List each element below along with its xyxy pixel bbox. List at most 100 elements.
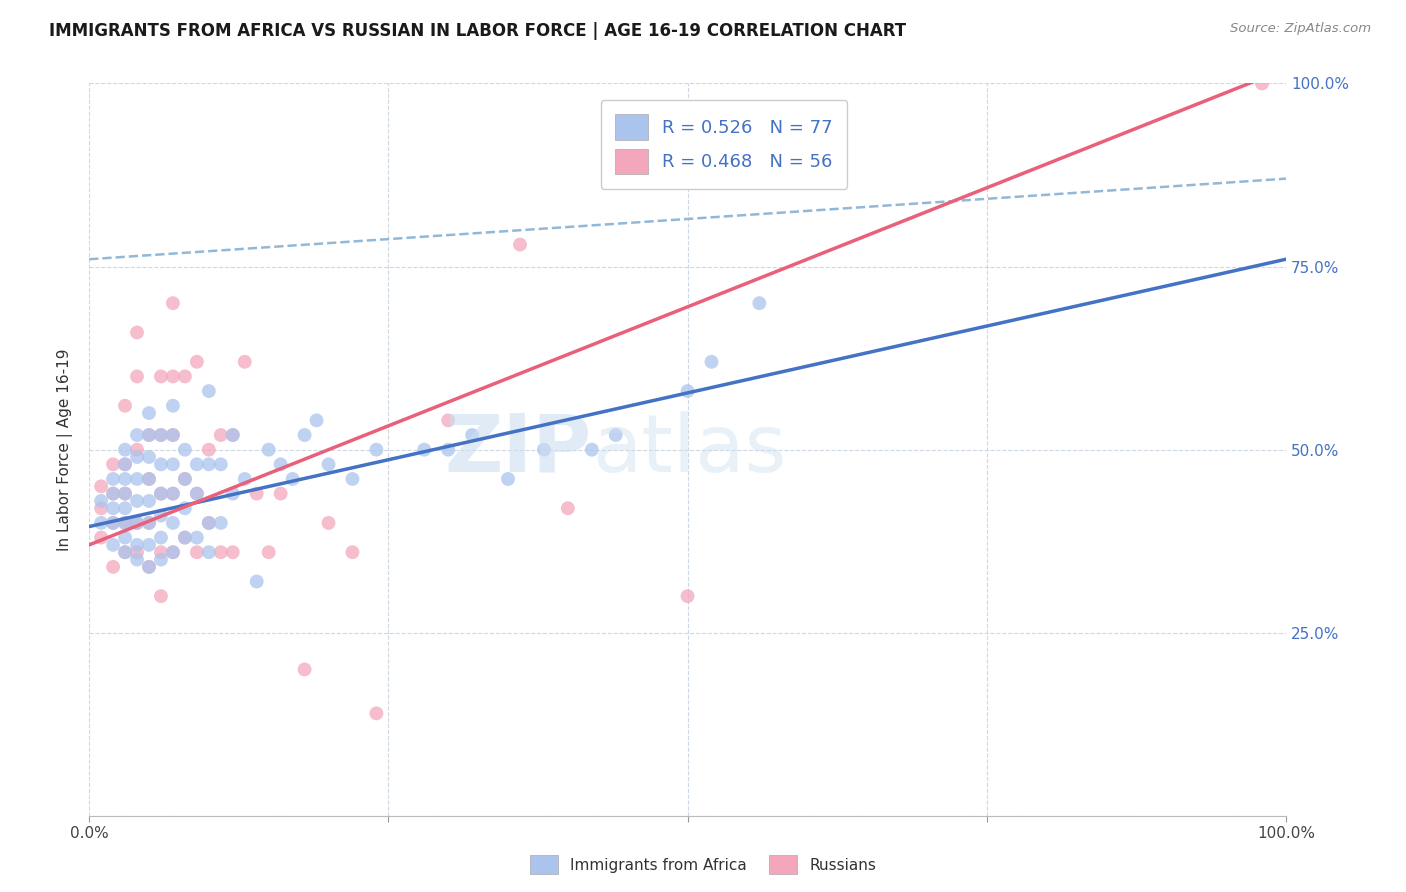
Point — [257, 442, 280, 457]
Legend: R = 0.526   N = 77, R = 0.468   N = 56: R = 0.526 N = 77, R = 0.468 N = 56 — [600, 100, 848, 189]
Point — [198, 516, 221, 530]
Point — [125, 545, 148, 559]
Point — [366, 706, 388, 721]
Point — [318, 516, 340, 530]
Point — [138, 559, 160, 574]
Point — [149, 458, 172, 472]
Point — [114, 458, 136, 472]
Point — [174, 369, 197, 384]
Point — [294, 428, 316, 442]
Point — [174, 472, 197, 486]
Point — [342, 545, 364, 559]
Point — [496, 472, 519, 486]
Point — [101, 458, 124, 472]
Point — [149, 369, 172, 384]
Point — [461, 428, 484, 442]
Point — [114, 486, 136, 500]
Point — [125, 552, 148, 566]
Point — [186, 486, 208, 500]
Point — [138, 472, 160, 486]
Point — [162, 458, 184, 472]
Point — [174, 501, 197, 516]
Point — [125, 428, 148, 442]
Point — [101, 472, 124, 486]
Point — [233, 472, 256, 486]
Point — [138, 428, 160, 442]
Point — [138, 406, 160, 420]
Point — [162, 545, 184, 559]
Point — [581, 442, 603, 457]
Point — [676, 589, 699, 603]
Point — [138, 538, 160, 552]
Point — [186, 531, 208, 545]
Point — [149, 486, 172, 500]
Point — [174, 531, 197, 545]
Point — [1251, 77, 1274, 91]
Point — [125, 494, 148, 508]
Point — [222, 428, 245, 442]
Point — [138, 472, 160, 486]
Point — [294, 662, 316, 676]
Point — [162, 428, 184, 442]
Point — [101, 486, 124, 500]
Legend: Immigrants from Africa, Russians: Immigrants from Africa, Russians — [524, 849, 882, 880]
Point — [114, 458, 136, 472]
Point — [90, 479, 112, 493]
Point — [209, 545, 232, 559]
Point — [174, 442, 197, 457]
Point — [125, 472, 148, 486]
Point — [162, 516, 184, 530]
Point — [342, 472, 364, 486]
Point — [162, 545, 184, 559]
Point — [149, 531, 172, 545]
Point — [90, 494, 112, 508]
Point — [125, 442, 148, 457]
Point — [138, 516, 160, 530]
Text: ZIP: ZIP — [444, 410, 592, 489]
Point — [101, 486, 124, 500]
Point — [101, 516, 124, 530]
Point — [90, 516, 112, 530]
Point — [114, 516, 136, 530]
Point — [222, 428, 245, 442]
Point — [246, 486, 269, 500]
Point — [114, 516, 136, 530]
Point — [114, 545, 136, 559]
Point — [162, 428, 184, 442]
Point — [101, 559, 124, 574]
Point — [125, 516, 148, 530]
Point — [222, 545, 245, 559]
Point — [305, 413, 328, 427]
Text: atlas: atlas — [592, 410, 786, 489]
Point — [125, 326, 148, 340]
Point — [149, 428, 172, 442]
Point — [149, 545, 172, 559]
Point — [748, 296, 770, 310]
Point — [162, 369, 184, 384]
Point — [366, 442, 388, 457]
Y-axis label: In Labor Force | Age 16-19: In Labor Force | Age 16-19 — [58, 349, 73, 551]
Point — [114, 501, 136, 516]
Point — [114, 442, 136, 457]
Point — [198, 458, 221, 472]
Point — [114, 545, 136, 559]
Point — [209, 516, 232, 530]
Point — [209, 458, 232, 472]
Point — [162, 399, 184, 413]
Point — [162, 486, 184, 500]
Point — [125, 538, 148, 552]
Point — [198, 545, 221, 559]
Point — [162, 486, 184, 500]
Point — [186, 545, 208, 559]
Point — [198, 442, 221, 457]
Point — [125, 369, 148, 384]
Point — [162, 296, 184, 310]
Point — [174, 531, 197, 545]
Point — [114, 486, 136, 500]
Point — [318, 458, 340, 472]
Point — [138, 494, 160, 508]
Point — [149, 428, 172, 442]
Point — [149, 508, 172, 523]
Point — [557, 501, 579, 516]
Point — [270, 458, 292, 472]
